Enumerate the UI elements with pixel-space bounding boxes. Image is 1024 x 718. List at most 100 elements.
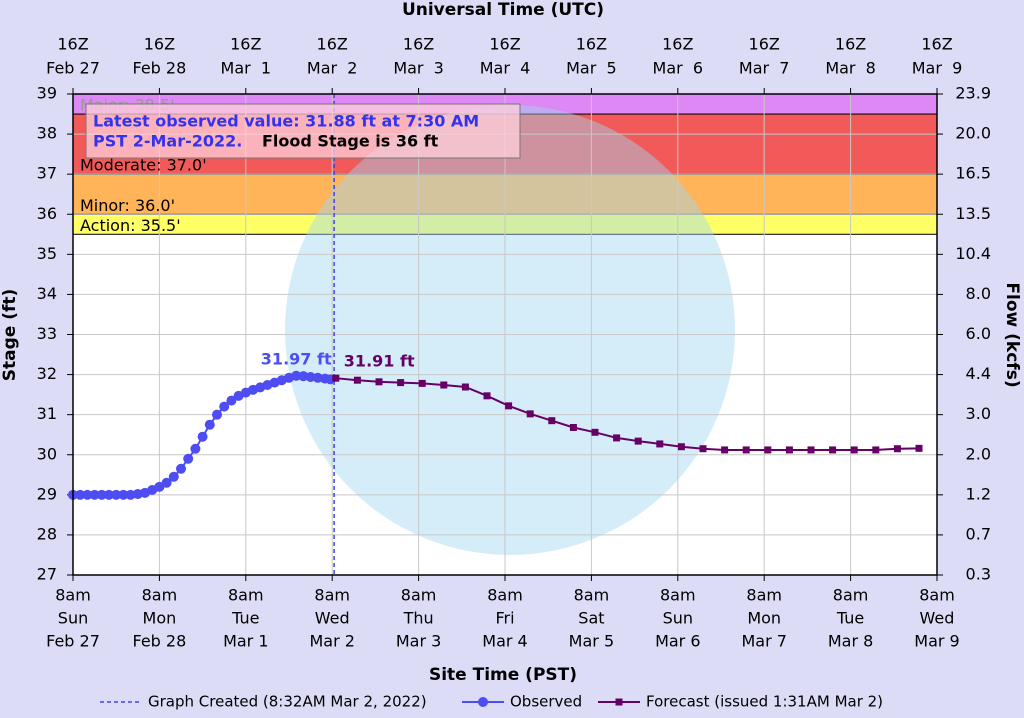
forecast-point — [850, 446, 858, 454]
plot-frame — [72, 93, 938, 576]
y-tick-label: 33 — [37, 324, 57, 343]
forecast-point — [591, 428, 599, 436]
x-tick-label: Mon — [747, 609, 781, 628]
forecast-point — [764, 446, 772, 454]
latest-observed: Latest observed value: 31.88 ft at 7:30 … — [93, 112, 479, 131]
x-tick-label: Sat — [578, 609, 604, 628]
forecast-point — [785, 446, 793, 454]
x-tick-label: Mon — [143, 609, 177, 628]
y2-title: Flow (kcfs) — [1002, 282, 1022, 387]
x2-tick-label: Mar 8 — [825, 59, 876, 78]
observed-point — [176, 463, 186, 474]
y-tick-label: 31 — [37, 404, 57, 423]
x-tick-label: Fri — [495, 609, 514, 628]
x2-tick-label: 16Z — [576, 35, 607, 54]
forecast-point — [440, 381, 448, 389]
observed-point — [226, 395, 237, 406]
legend-marker — [478, 697, 488, 707]
labels: Action: 35.5'Minor: 36.0' Moderate: 37.0'… — [37, 35, 991, 651]
forecast-point — [872, 446, 880, 454]
x-title-top: Universal Time (UTC) — [402, 0, 604, 20]
y2-tick-label: 6.0 — [966, 324, 991, 343]
flood-stage: Flood Stage is 36 ft — [262, 132, 439, 151]
x-tick-label: 8am — [55, 586, 91, 605]
x2-tick-label: Mar 1 — [221, 59, 272, 78]
forecast-point — [807, 446, 815, 454]
watermark — [285, 105, 735, 555]
x-tick-label: Mar 4 — [482, 632, 527, 651]
x2-tick-label: 16Z — [662, 35, 693, 54]
forecast-point — [483, 392, 491, 400]
x-tick-label: 8am — [746, 586, 782, 605]
x2-tick-label: 16Z — [489, 35, 520, 54]
y2-tick-label: 3.0 — [966, 404, 991, 423]
forecast-point — [656, 440, 664, 448]
x2-tick-label: 16Z — [144, 35, 175, 54]
y-tick-label: 30 — [37, 444, 57, 463]
forecast-point — [829, 446, 837, 454]
y-tick-label: 29 — [37, 484, 57, 503]
x2-tick-label: 16Z — [57, 35, 88, 54]
observed-point — [104, 489, 114, 500]
observed-point — [190, 443, 201, 454]
info-box — [85, 103, 521, 159]
x-tick-label: Mar 2 — [309, 632, 354, 651]
legend-label: Forecast (issued 1:31AM Mar 2) — [646, 693, 883, 711]
forecast-point — [505, 402, 513, 410]
y2-tick-label: 13.5 — [955, 204, 991, 223]
flood-label: Moderate: 37.0' — [80, 156, 207, 175]
y2-tick-label: 20.0 — [955, 124, 991, 143]
flood-label: Minor: 36.0' — [80, 196, 175, 215]
x2-tick-label: 16Z — [749, 35, 780, 54]
legend-marker — [615, 698, 623, 706]
value-label: 31.97 ft — [261, 349, 332, 368]
x-tick-label: Mar 8 — [828, 632, 873, 651]
forecast-point — [548, 417, 556, 425]
observed-point — [168, 471, 179, 482]
legend-label: Graph Created (8:32AM Mar 2, 2022) — [148, 693, 427, 711]
x2-tick-label: Feb 28 — [133, 59, 187, 78]
x-tick-label: Tue — [231, 609, 259, 628]
y2-tick-label: 8.0 — [966, 284, 991, 303]
forecast-point — [613, 434, 621, 442]
observed-point — [111, 489, 122, 500]
value-label: 31.91 ft — [344, 352, 415, 371]
x2-tick-label: Feb 27 — [46, 59, 100, 78]
forecast-point — [461, 383, 469, 391]
x-tick-label: 8am — [314, 586, 350, 605]
y2-tick-label: 16.5 — [955, 164, 991, 183]
y2-tick-label: 2.0 — [966, 444, 991, 463]
observed-point — [197, 431, 208, 442]
forecast-point — [332, 374, 340, 382]
observed-point — [212, 409, 222, 420]
x-tick-label: Wed — [920, 609, 955, 628]
x-tick-label: 8am — [228, 586, 264, 605]
y-tick-label: 28 — [37, 524, 57, 543]
x2-tick-label: Mar 7 — [739, 59, 790, 78]
observed-point — [204, 419, 215, 430]
x-title: Site Time (PST) — [429, 665, 577, 685]
forecast-point — [375, 378, 383, 386]
latest-observed: PST 2-Mar-2022. — [93, 132, 242, 151]
y-tick-label: 27 — [37, 565, 57, 584]
x-tick-label: Mar 9 — [914, 632, 959, 651]
x-tick-label: 8am — [574, 586, 610, 605]
y-tick-label: 34 — [37, 284, 57, 303]
x2-tick-label: 16Z — [403, 35, 434, 54]
forecast-point — [569, 423, 577, 431]
x-tick-label: Mar 3 — [396, 632, 441, 651]
x-tick-label: Mar 7 — [741, 632, 786, 651]
y-tick-label: 36 — [37, 204, 57, 223]
y2-tick-label: 1.2 — [966, 484, 991, 503]
y-tick-label: 37 — [37, 164, 57, 183]
marks — [68, 94, 923, 575]
observed-point — [183, 453, 194, 464]
forecast-point — [353, 376, 361, 384]
observed-point — [219, 401, 230, 412]
x-tick-label: Mar 1 — [223, 632, 268, 651]
x2-tick-label: Mar 3 — [393, 59, 444, 78]
x-tick-label: Sun — [663, 609, 693, 628]
observed-point — [82, 489, 93, 500]
y2-tick-label: 0.7 — [966, 524, 991, 543]
x2-tick-label: Mar 4 — [480, 59, 531, 78]
